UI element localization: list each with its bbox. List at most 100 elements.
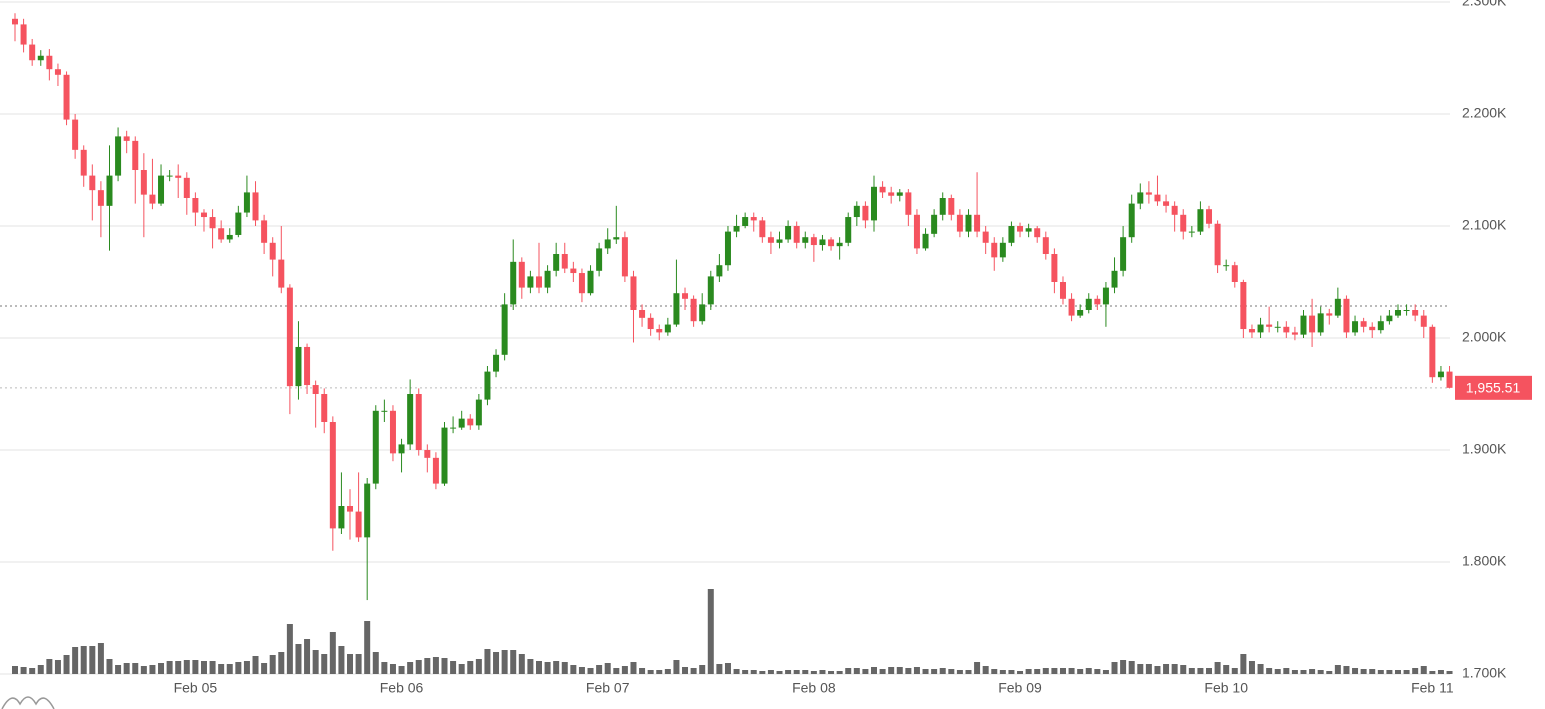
candle-body: [475, 399, 482, 426]
volume-bar: [149, 665, 156, 674]
candle-body: [432, 457, 439, 484]
candle-body: [278, 259, 285, 288]
candle-body: [759, 220, 766, 238]
candle-body: [939, 198, 946, 215]
candle-body: [235, 212, 242, 235]
candle-body: [510, 261, 517, 305]
candle-body: [776, 239, 783, 243]
y-tick-label: 1.800K: [1462, 553, 1507, 569]
volume-bar: [613, 668, 620, 674]
candle-body: [888, 192, 895, 196]
candle-body: [321, 394, 328, 422]
candle-body: [407, 394, 414, 445]
candle-body: [1309, 315, 1316, 333]
volume-bar: [1051, 668, 1058, 674]
volume-bar: [1257, 664, 1264, 674]
volume-bar: [682, 667, 689, 674]
candle-body: [1025, 228, 1032, 232]
candle-body: [862, 205, 869, 221]
x-tick-label: Feb 09: [998, 680, 1042, 696]
x-tick-label: Feb 07: [586, 680, 630, 696]
candle-body: [226, 234, 233, 240]
candle-body: [853, 205, 860, 218]
volume-bar: [1377, 670, 1384, 674]
volume-bar: [570, 665, 577, 674]
candle-body: [991, 242, 998, 258]
volume-bar: [733, 669, 740, 674]
volume-bar: [458, 664, 465, 674]
volume-bar: [785, 670, 792, 674]
volume-bar: [724, 663, 731, 674]
candle-body: [132, 140, 139, 170]
volume-bar: [1437, 670, 1444, 674]
candle-body: [561, 254, 568, 269]
volume-bar: [1309, 669, 1316, 674]
candle-body: [1051, 254, 1058, 282]
candle-body: [1446, 371, 1453, 388]
candle-body: [484, 371, 491, 400]
candle-body: [724, 231, 731, 266]
candle-body: [836, 242, 843, 247]
candle-body: [1231, 265, 1238, 282]
candle-body: [1283, 326, 1290, 333]
candle-body: [1206, 209, 1213, 224]
candle-body: [1403, 310, 1410, 311]
volume-bar: [132, 663, 139, 674]
volume-bar: [802, 670, 809, 674]
candle-body: [1300, 315, 1307, 335]
volume-bar: [46, 659, 53, 674]
volume-bar: [1171, 664, 1178, 674]
volume-bar: [1223, 665, 1230, 674]
volume-bar: [1283, 668, 1290, 674]
candle-body: [1077, 310, 1084, 316]
candle-body: [192, 198, 199, 213]
volume-bar: [716, 664, 723, 674]
volume-bar: [381, 662, 388, 674]
candle-body: [441, 427, 448, 484]
candle-body: [1266, 324, 1273, 327]
volume-bar: [1352, 668, 1359, 674]
volume-bar: [1025, 669, 1032, 674]
candle-body: [54, 69, 61, 75]
candle-body: [329, 422, 336, 529]
volume-bar: [166, 661, 173, 674]
volume-bar: [1326, 671, 1333, 674]
volume-bar: [80, 646, 87, 674]
candle-body: [707, 276, 714, 305]
volume-bar: [209, 661, 216, 674]
candle-body: [37, 55, 44, 61]
candle-body: [656, 329, 663, 333]
volume-bar: [656, 670, 663, 674]
candle-body: [424, 450, 431, 458]
logo: [1, 696, 55, 709]
volume-bar: [72, 647, 79, 674]
volume-bar: [639, 668, 646, 674]
volume-bar: [699, 665, 706, 674]
candle-body: [115, 136, 122, 176]
candle-body: [750, 217, 757, 221]
y-tick-label: 1.700K: [1462, 665, 1507, 681]
candle-body: [209, 217, 216, 229]
volume-bar: [1412, 668, 1419, 674]
candle-body: [106, 175, 113, 206]
last-price-label: 1,955.51: [1466, 380, 1521, 396]
candle-body: [1412, 310, 1419, 316]
volume-bar: [793, 670, 800, 674]
volume-bar: [63, 655, 70, 674]
volume-bar: [913, 667, 920, 674]
volume-bar: [243, 661, 250, 674]
candle-body: [415, 394, 422, 450]
candle-body: [72, 119, 79, 150]
candle-body: [1068, 298, 1075, 316]
volume-bar: [1214, 662, 1221, 674]
volume-bar: [1034, 669, 1041, 674]
candle-body: [1352, 321, 1359, 333]
volume-bar: [20, 667, 27, 674]
volume-bar: [475, 659, 482, 674]
candle-body: [1171, 205, 1178, 215]
volume-bar: [183, 660, 190, 674]
volume-bar: [1386, 670, 1393, 674]
volume-bar: [484, 649, 491, 674]
volume-bar: [493, 652, 500, 674]
candle-body: [97, 190, 104, 206]
